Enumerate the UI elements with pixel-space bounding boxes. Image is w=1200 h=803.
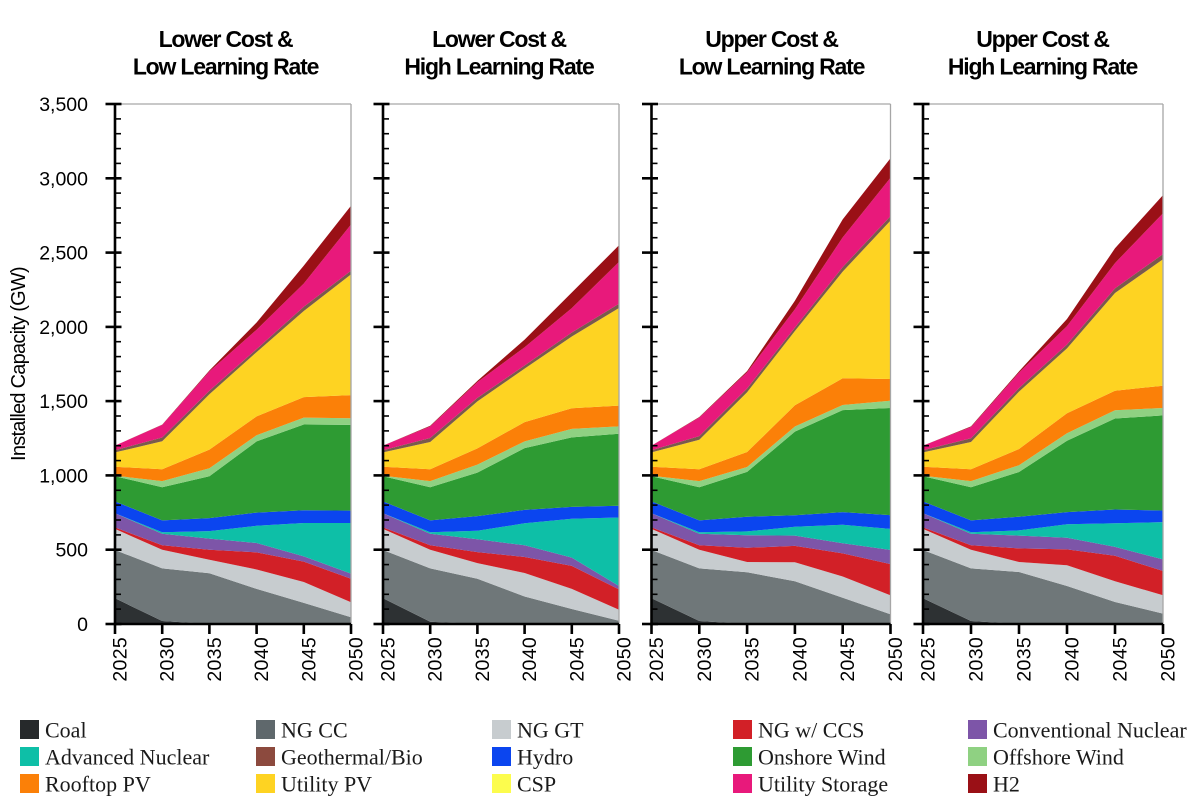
- svg-text:2040: 2040: [1062, 637, 1084, 682]
- svg-text:2025: 2025: [378, 637, 400, 682]
- svg-text:2,500: 2,500: [39, 243, 88, 265]
- svg-text:2030: 2030: [966, 637, 988, 682]
- svg-text:2035: 2035: [472, 637, 494, 682]
- svg-text:2025: 2025: [918, 637, 940, 682]
- svg-text:2030: 2030: [425, 637, 447, 682]
- svg-text:2035: 2035: [204, 637, 226, 682]
- svg-text:2040: 2040: [519, 637, 541, 682]
- svg-text:2035: 2035: [1014, 637, 1036, 682]
- svg-text:0: 0: [77, 614, 88, 636]
- svg-text:Conventional Nuclear: Conventional Nuclear: [993, 717, 1187, 742]
- svg-text:Rooftop PV: Rooftop PV: [45, 771, 151, 796]
- svg-text:2,000: 2,000: [39, 317, 88, 339]
- svg-text:2050: 2050: [1158, 637, 1180, 682]
- svg-text:Lower Cost &: Lower Cost &: [432, 26, 566, 52]
- svg-text:2045: 2045: [298, 637, 320, 682]
- svg-text:Installed Capacity (GW): Installed Capacity (GW): [8, 267, 30, 461]
- svg-text:3,500: 3,500: [39, 94, 88, 116]
- svg-text:2040: 2040: [789, 637, 811, 682]
- svg-text:2040: 2040: [251, 637, 273, 682]
- svg-text:Utility Storage: Utility Storage: [758, 771, 888, 796]
- svg-text:2030: 2030: [694, 637, 716, 682]
- svg-text:1,000: 1,000: [39, 465, 88, 487]
- svg-text:High Learning Rate: High Learning Rate: [404, 54, 594, 80]
- svg-text:Geothermal/Bio: Geothermal/Bio: [281, 744, 423, 769]
- svg-text:2045: 2045: [1110, 637, 1132, 682]
- svg-text:Upper Cost &: Upper Cost &: [705, 26, 838, 52]
- svg-text:2045: 2045: [837, 637, 859, 682]
- svg-text:Upper Cost &: Upper Cost &: [976, 26, 1109, 52]
- svg-text:Hydro: Hydro: [517, 744, 573, 769]
- svg-text:NG CC: NG CC: [281, 717, 348, 742]
- svg-text:Utility PV: Utility PV: [281, 771, 372, 796]
- svg-text:3,000: 3,000: [39, 168, 88, 190]
- svg-text:Coal: Coal: [45, 717, 87, 742]
- svg-text:CSP: CSP: [517, 771, 556, 796]
- svg-text:Low Learning Rate: Low Learning Rate: [679, 54, 865, 80]
- svg-text:NG w/ CCS: NG w/ CCS: [758, 717, 864, 742]
- svg-text:2050: 2050: [614, 637, 636, 682]
- svg-text:2035: 2035: [742, 637, 764, 682]
- svg-text:2050: 2050: [885, 637, 907, 682]
- svg-text:2030: 2030: [157, 637, 179, 682]
- svg-text:500: 500: [55, 540, 88, 562]
- svg-text:2050: 2050: [346, 637, 368, 682]
- svg-text:Onshore Wind: Onshore Wind: [758, 744, 886, 769]
- svg-text:H2: H2: [993, 771, 1020, 796]
- svg-text:2045: 2045: [566, 637, 588, 682]
- svg-text:NG GT: NG GT: [517, 717, 584, 742]
- svg-text:2025: 2025: [110, 637, 132, 682]
- svg-text:Low Learning Rate: Low Learning Rate: [133, 54, 319, 80]
- svg-text:High Learning Rate: High Learning Rate: [948, 54, 1138, 80]
- svg-text:Offshore Wind: Offshore Wind: [993, 744, 1124, 769]
- svg-text:1,500: 1,500: [39, 391, 88, 413]
- svg-text:2025: 2025: [646, 637, 668, 682]
- svg-text:Advanced Nuclear: Advanced Nuclear: [45, 744, 210, 769]
- svg-text:Lower Cost &: Lower Cost &: [159, 26, 293, 52]
